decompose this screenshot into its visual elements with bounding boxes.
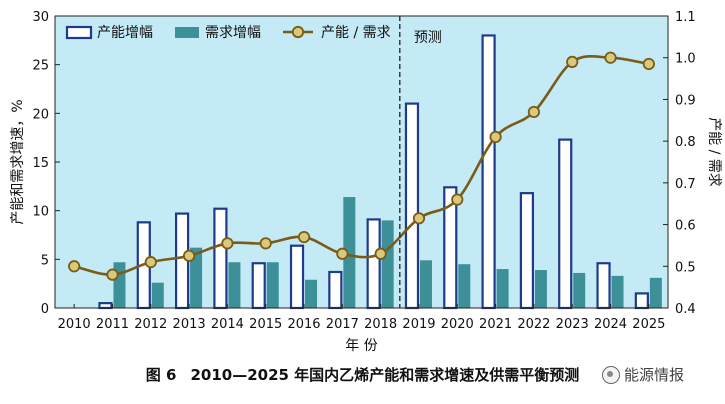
ratio-point-2010 — [68, 260, 81, 273]
bar-demand-2012 — [151, 282, 164, 308]
bar-demand-2024 — [611, 275, 624, 308]
legend-label-ratio: 产能 / 需求 — [321, 25, 391, 41]
bar-demand-2014 — [228, 262, 241, 308]
bar-capacity-2011 — [98, 302, 113, 310]
y-right-tick-label: 0.6 — [675, 219, 696, 234]
ratio-point-2020 — [451, 193, 464, 206]
figure-caption: 图 6 2010—2025 年国内乙烯产能和需求增速及供需平衡预测 — [0, 364, 725, 385]
y-left-tick-label: 10 — [32, 205, 49, 220]
figure-title: 2010—2025 年国内乙烯产能和需求增速及供需平衡预测 — [190, 366, 580, 384]
bar-capacity-2016 — [289, 244, 305, 310]
watermark-text: 能源情报 — [624, 366, 685, 384]
bar-capacity-2014 — [213, 207, 228, 310]
axes-group: 0510152025300.40.50.60.70.80.91.01.12010… — [32, 10, 695, 332]
bar-demand-2016 — [305, 279, 318, 308]
legend-label-capacity: 产能增幅 — [97, 25, 153, 41]
y-right-tick-label: 0.7 — [675, 177, 696, 192]
y-left-tick-label: 25 — [32, 59, 49, 74]
x-tick-label: 2010 — [58, 317, 91, 332]
bar-capacity-2023 — [558, 138, 573, 310]
forecast-label: 预测 — [414, 30, 442, 46]
x-tick-label: 2015 — [249, 317, 282, 332]
legend-label-demand: 需求增幅 — [205, 25, 261, 41]
bar-capacity-2015 — [251, 262, 266, 310]
y-right-tick-label: 0.5 — [675, 260, 696, 275]
y-right-tick-label: 1.1 — [675, 10, 696, 25]
bar-demand-2017 — [343, 197, 356, 308]
x-tick-label: 2017 — [326, 317, 359, 332]
chart: 0510152025300.40.50.60.70.80.91.01.12010… — [10, 10, 722, 354]
bar-capacity-2018 — [366, 218, 381, 310]
figure-number: 图 6 — [145, 366, 177, 384]
ratio-point-2025 — [642, 57, 655, 71]
bar-capacity-2021 — [481, 34, 496, 310]
ratio-point-2022 — [527, 105, 541, 119]
x-tick-label: 2011 — [96, 317, 129, 332]
x-tick-label: 2024 — [594, 317, 627, 332]
ratio-point-2016 — [297, 230, 311, 244]
ratio-point-2014 — [221, 237, 234, 250]
ratio-line — [73, 54, 650, 276]
y-axis-right-label: 产能 / 需求 — [706, 117, 722, 187]
legend-swatch-demand — [175, 27, 199, 38]
ratio-point-2018 — [374, 247, 387, 260]
y-left-tick-label: 30 — [32, 10, 49, 25]
wechat-logo-icon — [602, 365, 620, 384]
y-left-tick-label: 20 — [32, 107, 49, 122]
ratio-point-2019 — [412, 212, 426, 225]
y-right-tick-label: 0.4 — [675, 302, 696, 317]
bar-demand-2018 — [381, 220, 394, 308]
ratio-point-2011 — [106, 268, 119, 281]
y-right-tick-label: 0.9 — [675, 93, 696, 108]
ratio-point-2015 — [259, 237, 272, 250]
ratio-point-2024 — [604, 51, 617, 64]
y-left-tick-label: 15 — [32, 156, 49, 171]
bar-demand-2022 — [534, 270, 547, 308]
x-tick-label: 2021 — [479, 317, 512, 332]
bar-demand-2025 — [649, 277, 662, 308]
legend: 产能增幅 需求增幅 产能 / 需求 — [65, 25, 391, 41]
bar-capacity-2024 — [596, 262, 611, 310]
ratio-point-2013 — [182, 249, 196, 262]
y-axis-left-label: 产能和需求增速，% — [10, 99, 26, 224]
legend-swatch-ratio-marker — [291, 25, 305, 39]
bar-capacity-2017 — [328, 270, 343, 310]
y-left-tick-label: 5 — [41, 253, 49, 268]
bar-demand-2015 — [266, 262, 279, 308]
ratio-line-group — [68, 51, 655, 281]
bar-demand-2020 — [458, 264, 471, 308]
x-tick-label: 2025 — [632, 317, 665, 332]
x-axis-label: 年 份 — [345, 338, 377, 354]
y-right-tick-label: 0.8 — [675, 135, 696, 150]
bar-capacity-2019 — [404, 102, 420, 310]
ratio-point-2023 — [566, 55, 579, 68]
bar-demand-2011 — [113, 262, 126, 308]
x-tick-label: 2022 — [517, 317, 550, 332]
x-tick-label: 2016 — [287, 317, 320, 332]
x-tick-label: 2013 — [173, 317, 206, 332]
y-right-tick-label: 1.0 — [675, 52, 696, 67]
x-tick-label: 2020 — [441, 317, 474, 332]
bar-demand-2021 — [496, 269, 509, 308]
x-tick-label: 2018 — [364, 317, 397, 332]
bar-demand-2019 — [419, 260, 432, 308]
ratio-point-2017 — [336, 247, 349, 260]
bar-demand-2023 — [573, 272, 586, 308]
y-left-tick-label: 0 — [41, 302, 49, 317]
bar-demand-2013 — [190, 247, 203, 308]
x-tick-label: 2023 — [556, 317, 589, 332]
x-tick-label: 2014 — [211, 317, 244, 332]
ratio-point-2012 — [144, 256, 157, 269]
bar-capacity-2022 — [519, 192, 535, 310]
bar-capacity-2025 — [634, 292, 649, 310]
ratio-point-2021 — [489, 130, 502, 144]
watermark: 能源情报 — [602, 364, 684, 385]
x-tick-label: 2012 — [134, 317, 167, 332]
legend-swatch-capacity — [65, 25, 93, 40]
x-tick-label: 2019 — [402, 317, 435, 332]
